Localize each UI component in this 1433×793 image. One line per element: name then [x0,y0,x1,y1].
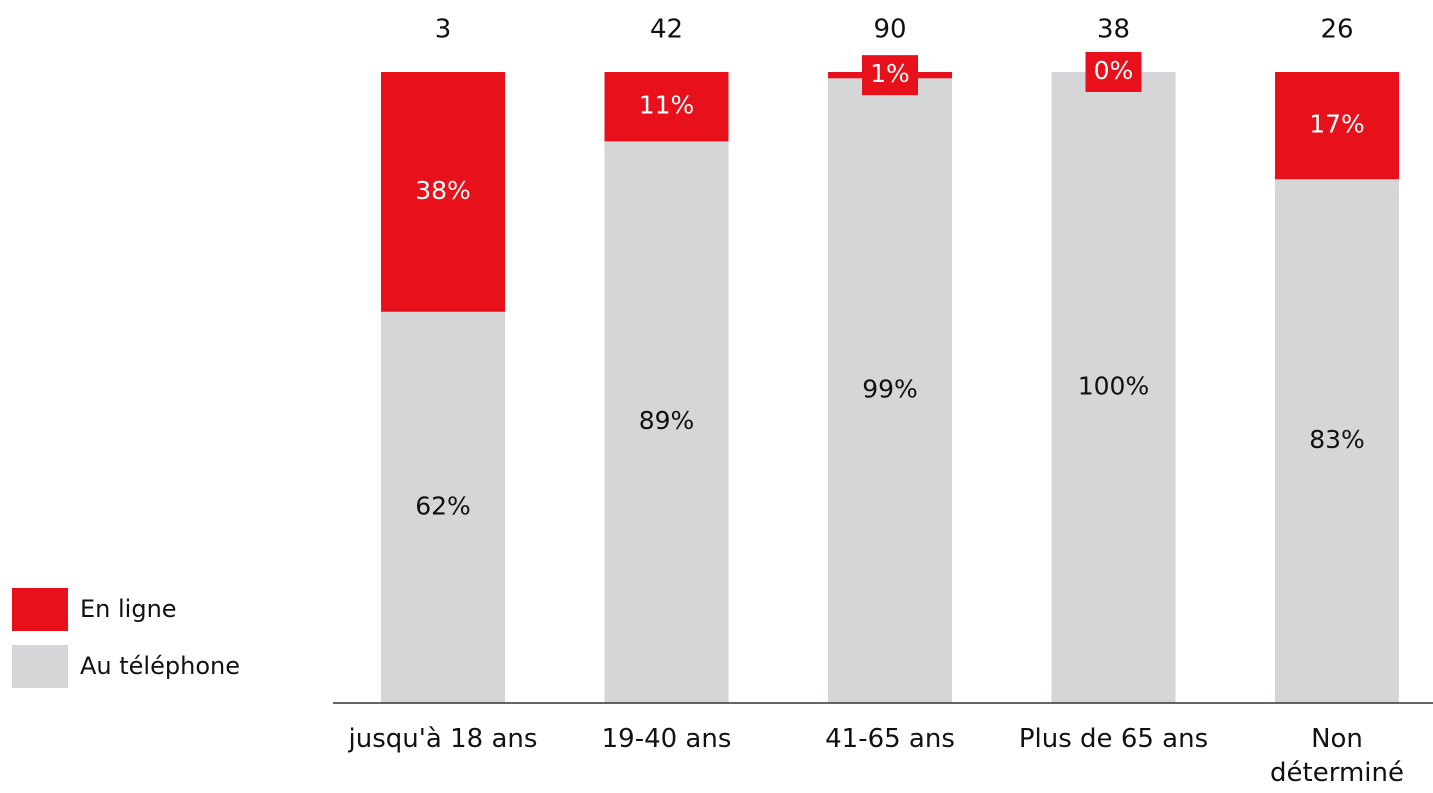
label-box [1085,52,1142,92]
total-label: 42 [650,15,683,45]
x-tick-label: jusqu'à 18 ans [348,724,538,754]
legend-label: En ligne [80,595,177,623]
total-label: 26 [1320,15,1353,45]
bar-segment [1051,72,1176,703]
bar-segment [381,72,505,312]
legend-swatch [12,645,68,688]
bar-segment [604,141,729,703]
bar-segment [381,311,505,703]
value-label: 99% [862,375,918,404]
bar-segment [604,72,729,142]
bar-segment [828,78,952,703]
value-label: 100% [1078,372,1149,401]
total-label: 90 [873,15,906,45]
legend-swatch [12,588,68,631]
bar-segment [1275,72,1399,180]
value-label: 62% [415,491,471,520]
value-label: 1% [870,59,910,88]
x-tick-label: 41-65 ans [825,724,955,754]
x-tick-label: Plus de 65 ans [1018,724,1209,754]
x-tick-label: Non déterminé [1270,724,1404,788]
value-label: 17% [1309,110,1365,139]
label-box [862,55,918,96]
value-label: 89% [639,406,695,435]
value-label: 0% [1094,56,1134,85]
legend-label: Au téléphone [80,652,240,680]
value-label: 11% [639,91,695,120]
total-label: 3 [435,15,452,45]
value-label: 83% [1309,425,1365,454]
value-label: 38% [415,176,471,205]
x-tick-label: 19-40 ans [601,724,732,754]
total-label: 38 [1097,15,1130,45]
bar-segment [1275,179,1399,703]
